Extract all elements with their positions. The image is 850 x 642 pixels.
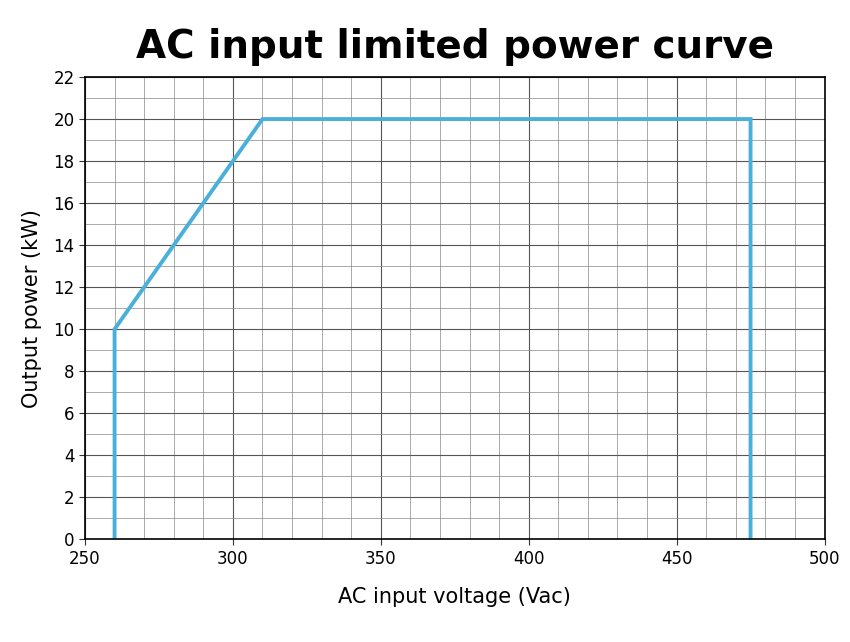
X-axis label: AC input voltage (Vac): AC input voltage (Vac) — [338, 587, 571, 607]
Title: AC input limited power curve: AC input limited power curve — [136, 28, 774, 65]
Y-axis label: Output power (kW): Output power (kW) — [22, 209, 42, 408]
